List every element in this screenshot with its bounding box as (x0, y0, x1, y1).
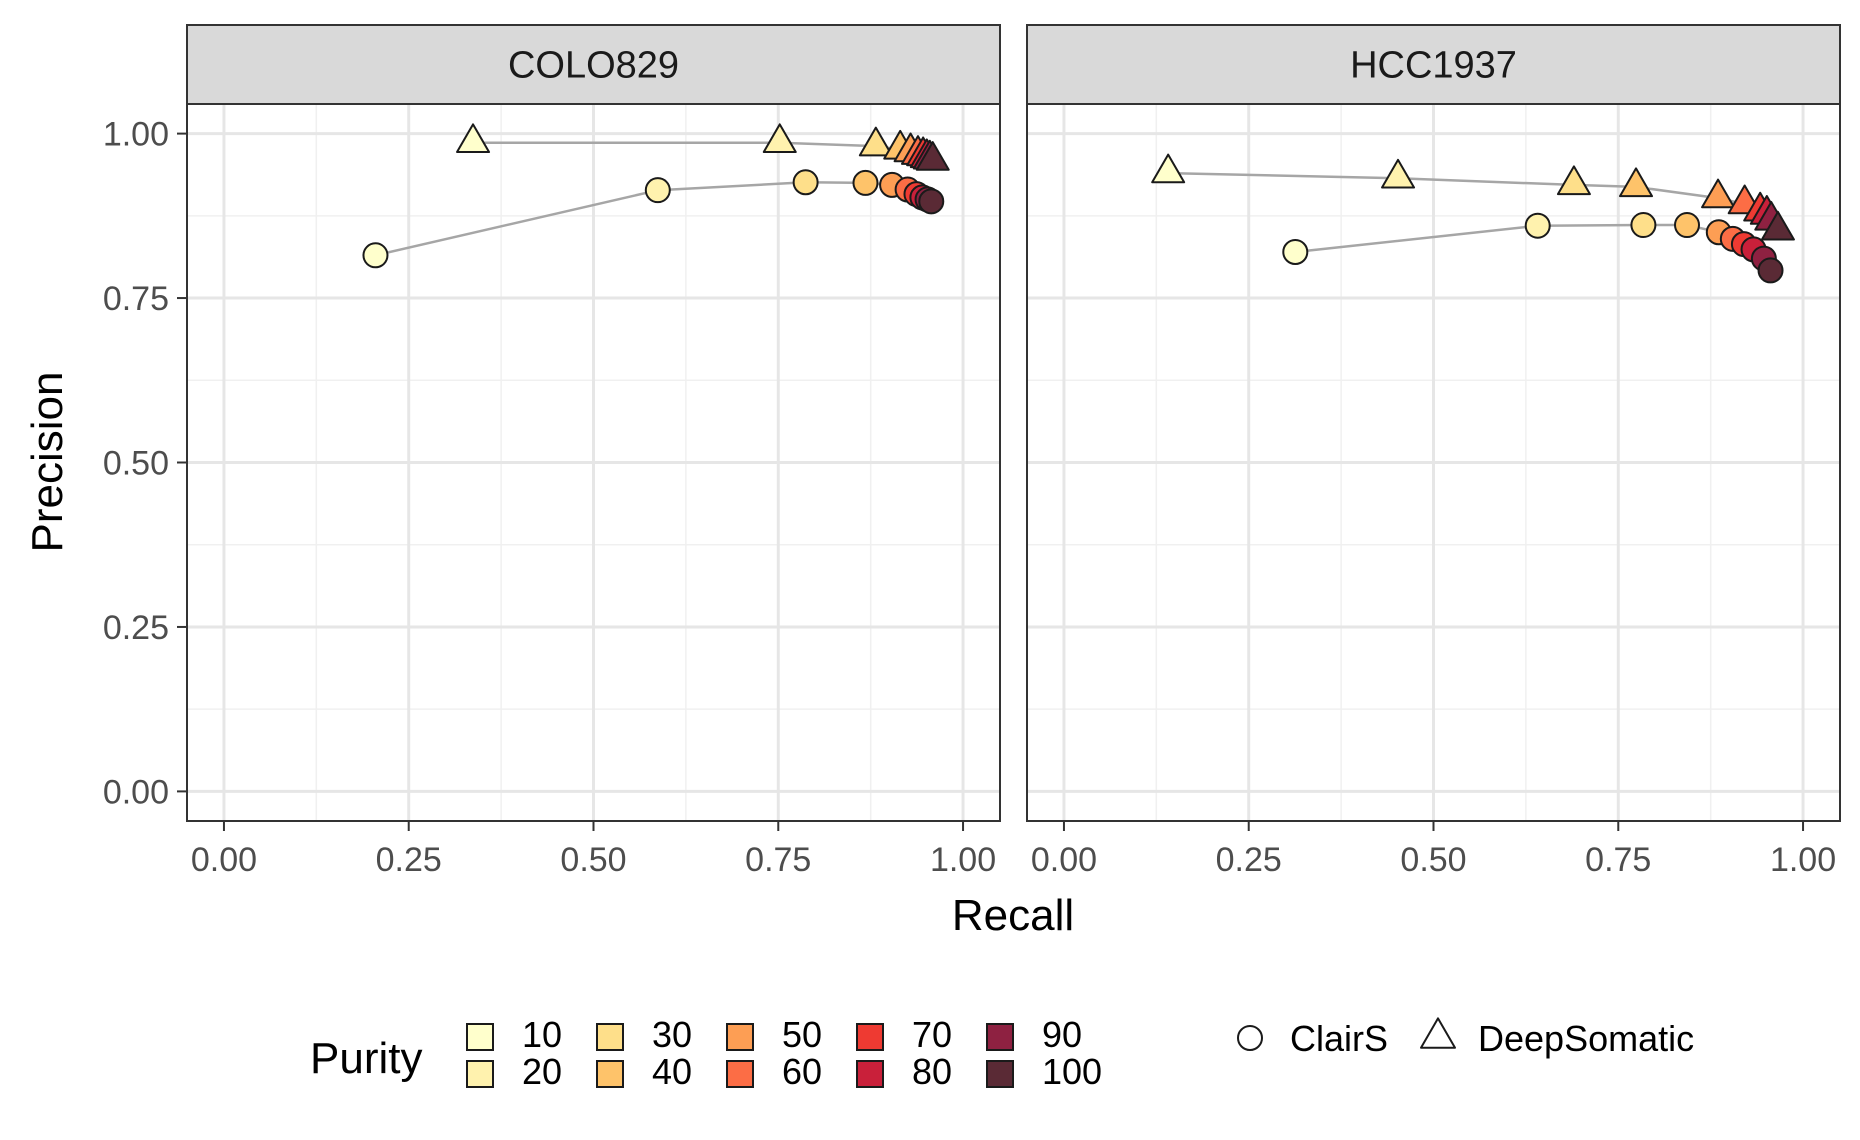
point-deepsomatic (1151, 153, 1186, 184)
point-clairs (792, 169, 819, 196)
panel-colo829: COLO829 0.00 0.25 0.50 0.75 1.00 0.00 0.25 0.50 0… (103, 24, 1001, 879)
point-clairs (918, 188, 945, 215)
y-tick-label: 0.50 (103, 445, 169, 483)
circle-icon (1237, 1025, 1263, 1051)
purity-legend-item: 80 (856, 1051, 952, 1092)
purity-legend-swatch (856, 1023, 884, 1051)
purity-legend-label: 30 (652, 1014, 692, 1055)
purity-legend-swatch (466, 1060, 494, 1088)
x-tick-label: 1.00 (930, 841, 996, 879)
x-tick-label: 0.50 (560, 841, 626, 879)
y-tick-label: 0.75 (103, 280, 169, 318)
facet-strip (186, 24, 1001, 105)
point-clairs (1674, 212, 1701, 239)
purity-legend-swatch (856, 1060, 884, 1088)
purity-legend-item: 20 (466, 1051, 562, 1092)
purity-legend-item: 70 (856, 1014, 952, 1055)
purity-legend-swatch (726, 1060, 754, 1088)
panel-border (186, 103, 1001, 822)
purity-legend-swatch (986, 1023, 1014, 1051)
x-tick-label: 0.50 (1400, 841, 1466, 879)
purity-legend-item: 40 (596, 1051, 692, 1092)
point-deepsomatic (1760, 210, 1795, 241)
point-deepsomatic (762, 123, 797, 154)
shape-legend-label: ClairS (1290, 1018, 1388, 1059)
purity-legend-label: 20 (522, 1051, 562, 1092)
x-axis-title: Recall (952, 891, 1074, 940)
y-tick-label: 0.25 (103, 609, 169, 647)
point-clairs (1630, 212, 1657, 239)
purity-legend-label: 50 (782, 1014, 822, 1055)
x-tick-label: 0.00 (1031, 841, 1097, 879)
purity-legend-item: 100 (986, 1051, 1102, 1092)
purity-legend-label: 80 (912, 1051, 952, 1092)
y-tick-label: 1.00 (103, 116, 169, 154)
point-clairs (1524, 212, 1551, 239)
shape-legend-item: ClairS (1237, 1018, 1388, 1059)
purity-legend-label: 40 (652, 1051, 692, 1092)
shape-legend-label: DeepSomatic (1478, 1018, 1694, 1059)
x-tick-label: 0.75 (745, 841, 811, 879)
x-tick-label: 0.75 (1585, 841, 1651, 879)
panel-hcc1937: HCC1937 0.00 0.25 0.50 0.75 1.00 (1026, 24, 1841, 879)
point-clairs (644, 177, 671, 204)
purity-legend-label: 10 (522, 1014, 562, 1055)
point-deepsomatic (915, 141, 950, 171)
y-tick-label: 0.00 (103, 773, 169, 811)
purity-legend-label: 70 (912, 1014, 952, 1055)
point-deepsomatic (1556, 165, 1591, 196)
point-clairs (1282, 239, 1309, 266)
point-deepsomatic (858, 126, 893, 157)
point-deepsomatic (1381, 158, 1416, 189)
point-clairs (362, 242, 389, 269)
triangle-icon (1420, 1017, 1456, 1049)
purity-legend-item: 90 (986, 1014, 1082, 1055)
point-deepsomatic (456, 123, 491, 154)
facet-strip (1026, 24, 1841, 105)
purity-legend-swatch (466, 1023, 494, 1051)
shape-legend-keys: ClairS DeepSomatic (1237, 1017, 1694, 1059)
purity-legend-swatch (596, 1023, 624, 1051)
point-clairs (1757, 257, 1784, 284)
purity-legend-item: 60 (726, 1051, 822, 1092)
purity-legend-swatch (726, 1023, 754, 1051)
shape-legend-item: DeepSomatic (1420, 1017, 1694, 1059)
purity-legend-label: 90 (1042, 1014, 1082, 1055)
panel-border (1026, 103, 1841, 822)
point-deepsomatic (1701, 178, 1736, 209)
purity-legend-item: 30 (596, 1014, 692, 1055)
purity-legend-label: 100 (1042, 1051, 1102, 1092)
purity-legend-item: 50 (726, 1014, 822, 1055)
x-tick-label: 0.25 (1216, 841, 1282, 879)
facet-strip-label: COLO829 (508, 45, 679, 87)
x-tick-label: 1.00 (1770, 841, 1836, 879)
panels-layer: COLO829 0.00 0.25 0.50 0.75 1.00 0.00 0.25 0.50 0… (103, 24, 1841, 879)
x-tick-label: 0.25 (376, 841, 442, 879)
y-axis-title: Precision (23, 372, 72, 553)
purity-legend-label: 60 (782, 1051, 822, 1092)
purity-legend-item: 10 (466, 1014, 562, 1055)
x-tick-label: 0.00 (191, 841, 257, 879)
purity-legend-swatch (596, 1060, 624, 1088)
point-clairs (852, 169, 879, 196)
purity-legend-swatch (986, 1060, 1014, 1088)
purity-legend-title: Purity (310, 1034, 422, 1083)
facet-strip-label: HCC1937 (1350, 45, 1517, 87)
point-deepsomatic (1619, 167, 1654, 198)
